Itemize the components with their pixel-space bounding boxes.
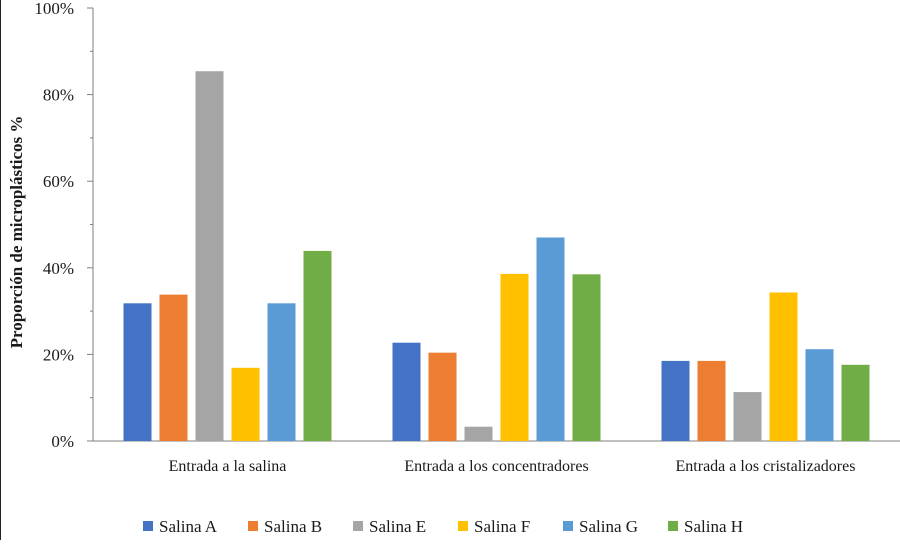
bar-salina-b-1 [159, 294, 188, 441]
bar-salina-g-3 [805, 349, 834, 441]
bar-salina-b-2 [428, 352, 457, 441]
category-label: Entrada a los concentradores [404, 458, 588, 475]
legend-label: Salina E [369, 517, 426, 536]
legend-swatch [668, 521, 678, 531]
bar-salina-h-2 [572, 274, 601, 441]
y-tick-label: 60% [43, 172, 74, 191]
category-labels: Entrada a la salina Entrada a los concent… [169, 458, 856, 475]
left-frame-border [0, 0, 1, 540]
legend-swatch [458, 521, 468, 531]
category-label: Entrada a la salina [169, 458, 287, 475]
bar-salina-a-1 [123, 303, 152, 441]
bar-salina-e-2 [464, 426, 493, 441]
legend-label: Salina A [159, 517, 218, 536]
bar-salina-f-2 [500, 273, 529, 441]
bar-salina-b-3 [697, 360, 726, 441]
y-tick-label: 0% [51, 432, 74, 451]
bar-salina-f-3 [769, 292, 798, 441]
bar-salina-a-2 [392, 342, 421, 441]
y-tick-label: 100% [34, 0, 74, 18]
bar-salina-e-1 [195, 71, 224, 441]
legend: Salina A Salina B Salina E Salina F Salina G… [143, 517, 743, 536]
bar-salina-e-3 [733, 392, 762, 441]
y-axis: 0% 20% 40% 60% 80% 100% [34, 0, 94, 451]
y-tick-label: 20% [43, 345, 74, 364]
legend-swatch [563, 521, 573, 531]
bar-salina-h-3 [841, 364, 870, 441]
legend-label: Salina F [474, 517, 530, 536]
bar-salina-h-1 [303, 250, 332, 441]
bar-salina-g-2 [536, 237, 565, 441]
legend-swatch [353, 521, 363, 531]
legend-swatch [248, 521, 258, 531]
bar-salina-a-3 [661, 360, 690, 441]
bars [123, 71, 870, 441]
y-tick-label: 40% [43, 259, 74, 278]
legend-label: Salina G [579, 517, 638, 536]
legend-label: Salina B [264, 517, 322, 536]
bar-salina-f-1 [231, 367, 260, 441]
bar-salina-g-1 [267, 303, 296, 441]
y-axis-title: Proporción de microplásticos % [7, 116, 26, 349]
legend-label: Salina H [684, 517, 743, 536]
category-label: Entrada a los cristalizadores [676, 458, 856, 475]
y-tick-label: 80% [43, 86, 74, 105]
legend-swatch [143, 521, 153, 531]
